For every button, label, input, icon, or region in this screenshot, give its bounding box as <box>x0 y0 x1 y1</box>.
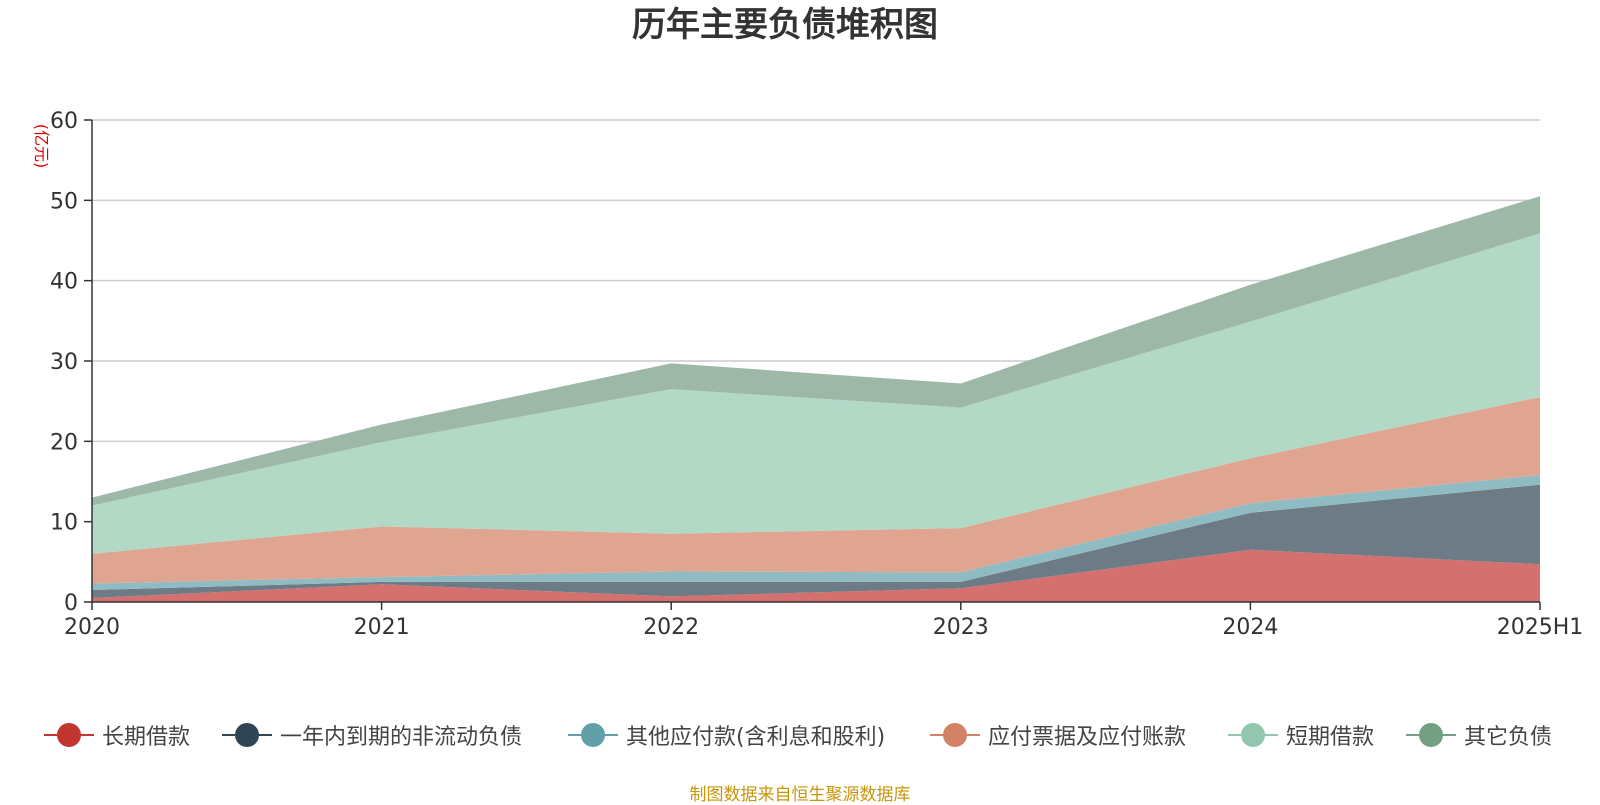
x-tick-label: 2023 <box>933 615 989 640</box>
legend-item[interactable]: 应付票据及应付账款 <box>930 718 1186 752</box>
y-tick-label: 10 <box>50 511 78 536</box>
legend-marker <box>568 718 618 752</box>
x-tick-label: 2021 <box>354 615 410 640</box>
legend-item[interactable]: 一年内到期的非流动负债 <box>222 718 522 752</box>
y-tick-label: 50 <box>50 189 78 214</box>
legend-item[interactable]: 长期借款 <box>44 718 190 752</box>
x-tick-label: 2024 <box>1222 615 1278 640</box>
legend-label: 长期借款 <box>102 725 191 750</box>
x-tick-label: 2022 <box>643 615 699 640</box>
legend-marker <box>222 718 272 752</box>
axes: 0 10 20 30 40 50 60 2020 2021 2022 2023 2024 2025H1 <box>50 109 1583 640</box>
legend-label: 应付票据及应付账款 <box>988 725 1187 750</box>
x-tick-label: 2020 <box>64 615 120 640</box>
legend-label: 其它负债 <box>1464 725 1553 750</box>
y-tick-label: 60 <box>50 109 78 134</box>
legend-label: 短期借款 <box>1286 725 1375 750</box>
chart-legend: 长期借款 一年内到期的非流动负债 其他应付款(含利息和股利) 应付票据及应付账款 短期借… <box>0 718 1600 752</box>
legend-label: 其他应付款(含利息和股利) <box>626 725 886 750</box>
source-note: 制图数据来自恒生聚源数据库 <box>689 785 911 805</box>
area-series-group <box>92 196 1540 602</box>
y-axis-unit-label: (亿元) <box>32 124 51 169</box>
x-tick-label: 2025H1 <box>1497 615 1584 640</box>
y-tick-label: 40 <box>50 270 78 295</box>
chart-title: 历年主要负债堆积图 <box>632 5 938 45</box>
area-series-2 <box>92 484 1540 598</box>
legend-marker <box>930 718 980 752</box>
y-tick-label: 30 <box>50 350 78 375</box>
area-series-1 <box>92 549 1540 602</box>
y-tick-label: 0 <box>64 591 78 616</box>
legend-item[interactable]: 其它负债 <box>1406 718 1552 752</box>
legend-marker <box>1406 718 1456 752</box>
legend-item[interactable]: 短期借款 <box>1228 718 1374 752</box>
legend-item[interactable]: 其他应付款(含利息和股利) <box>568 718 885 752</box>
legend-marker <box>44 718 94 752</box>
y-tick-label: 20 <box>50 430 78 455</box>
area-series-5 <box>92 233 1540 554</box>
legend-marker <box>1228 718 1278 752</box>
legend-label: 一年内到期的非流动负债 <box>280 725 523 750</box>
area-series-4 <box>92 397 1540 584</box>
area-series-6 <box>92 196 1540 506</box>
